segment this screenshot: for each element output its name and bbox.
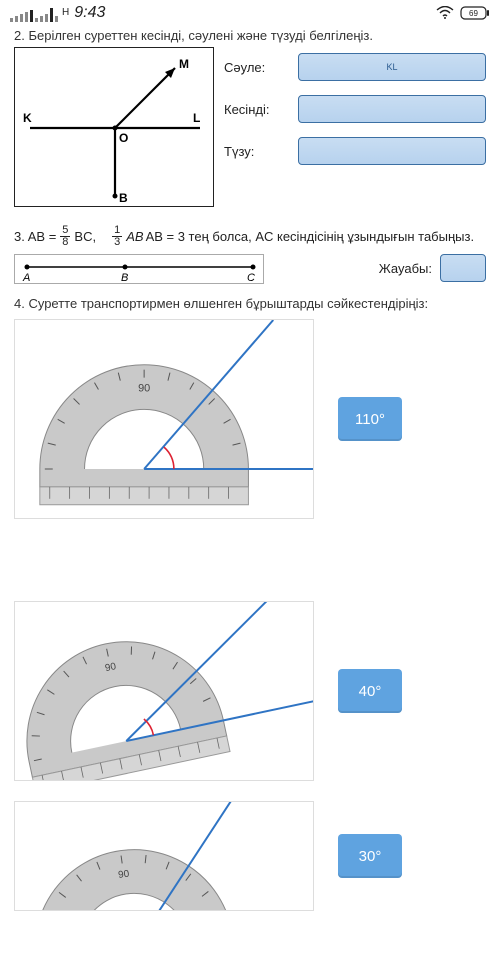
svg-text:L: L (193, 111, 200, 125)
q3-segment-figure: A B C (14, 254, 264, 284)
line-input[interactable] (298, 137, 486, 165)
page-content: 2. Берілген суреттен кесінді, сәулені жә… (0, 24, 500, 529)
status-bar: H 9:43 69 (0, 0, 500, 24)
svg-text:C: C (247, 272, 255, 284)
line-label: Түзу: (224, 144, 290, 159)
q3-answer-label: Жауабы: (379, 261, 432, 276)
wifi-icon (436, 6, 454, 20)
network-type: H (62, 7, 69, 18)
segment-label: Кесінді: (224, 102, 290, 117)
q3-frac2: 13 (112, 225, 122, 248)
ray-label: Сәуле: (224, 60, 290, 75)
segment-input[interactable] (298, 95, 486, 123)
protractor-1: 90 (14, 319, 314, 519)
angle-btn-3[interactable]: 30° (338, 834, 402, 878)
angle-btn-2[interactable]: 40° (338, 669, 402, 713)
svg-text:69: 69 (469, 9, 478, 18)
section-gap (0, 529, 500, 589)
q4-title: 4. Суретте транспортирмен өлшенген бұрыш… (14, 296, 486, 311)
q3: 3. AB = 58 BC, 13 AB AB = 3 тең болса, A… (14, 225, 486, 282)
q4: 4. Суретте транспортирмен өлшенген бұрыш… (14, 296, 486, 519)
svg-text:M: M (179, 57, 189, 71)
q3-frac1: 58 (60, 225, 70, 248)
svg-text:B: B (119, 191, 128, 205)
page-content-2: 90 40° (0, 589, 500, 921)
q3-prefix: 3. AB = (14, 229, 56, 244)
svg-text:90: 90 (118, 868, 131, 880)
angle-btn-1[interactable]: 110° (338, 397, 402, 441)
q3-answer-input[interactable] (440, 254, 486, 282)
protractor-2: 90 (14, 601, 314, 781)
status-right: 69 (436, 6, 490, 20)
svg-text:B: B (121, 272, 128, 284)
q2-figure: M K L O B (14, 47, 214, 207)
svg-text:90: 90 (138, 383, 150, 395)
svg-text:A: A (22, 272, 30, 284)
q2-title: 2. Берілген суреттен кесінді, сәулені жә… (14, 28, 486, 43)
clock: 9:43 (74, 4, 105, 22)
battery-icon: 69 (460, 6, 490, 20)
protractor-3: 90 (14, 801, 314, 911)
svg-text:K: K (23, 111, 32, 125)
status-left: H 9:43 (10, 4, 105, 22)
ray-input[interactable]: KL (298, 53, 486, 81)
svg-text:O: O (119, 131, 128, 145)
